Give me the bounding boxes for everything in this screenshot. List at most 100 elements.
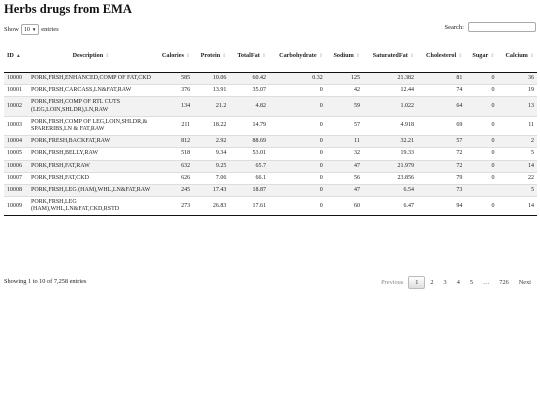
next-page-button[interactable]: Next: [514, 277, 536, 288]
column-header-protein[interactable]: Protein⇕: [193, 38, 229, 73]
cell-description: PORK,FRSH,FAT,CKD: [28, 172, 154, 184]
cell-cholesterol: 64: [417, 97, 465, 116]
table-row: 10008PORK,FRSH,LEG (HAM),WHL,LN&FAT,RAW2…: [4, 184, 537, 196]
cell-description: PORK,FRSH,COMP OF RTL CUTS (LEG,LOIN,SHL…: [28, 97, 154, 116]
cell-id: 10008: [4, 184, 28, 196]
sort-icon: ⇕: [222, 54, 226, 59]
cell-saturatedfat: 4.918: [363, 116, 417, 135]
cell-carbohydrate: 0: [269, 136, 326, 148]
cell-cholesterol: 69: [417, 116, 465, 135]
column-header-carbohydrate[interactable]: Carbohydrate⇕: [269, 38, 326, 73]
column-header-label: Carbohydrate: [279, 52, 316, 59]
sort-icon: ⇕: [356, 54, 360, 59]
cell-cholesterol: 57: [417, 136, 465, 148]
page-button-4[interactable]: 4: [452, 277, 465, 288]
sort-icon: ⇕: [530, 54, 534, 59]
column-header-label: Description: [73, 52, 104, 59]
cell-sugar: 0: [465, 97, 497, 116]
cell-id: 10006: [4, 160, 28, 172]
page-length-select[interactable]: 10 ▼: [21, 24, 39, 35]
cell-calories: 812: [154, 136, 193, 148]
cell-description: PORK,FRSH,FAT,RAW: [28, 160, 154, 172]
cell-id: 10009: [4, 197, 28, 216]
cell-cholesterol: 72: [417, 148, 465, 160]
column-header-totalfat[interactable]: TotalFat⇕: [229, 38, 269, 73]
search-input[interactable]: [468, 22, 536, 32]
column-header-sodium[interactable]: Sodium⇕: [326, 38, 363, 73]
table-row: 10007PORK,FRSH,FAT,CKD6267.0666.105623.8…: [4, 172, 537, 184]
column-header-label: Protein: [201, 52, 220, 59]
cell-saturatedfat: 1.022: [363, 97, 417, 116]
cell-cholesterol: 94: [417, 197, 465, 216]
table-body: 10000PORK,FRSH,ENHANCED,COMP OF FAT,CKD5…: [4, 73, 537, 216]
column-header-label: ID: [7, 52, 14, 59]
cell-sugar: 0: [465, 85, 497, 97]
column-header-calories[interactable]: Calories⇕: [154, 38, 193, 73]
data-table: ID▲Description⇕Calories⇕Protein⇕TotalFat…: [4, 38, 537, 216]
cell-calories: 626: [154, 172, 193, 184]
cell-cholesterol: 73: [417, 184, 465, 196]
column-header-description[interactable]: Description⇕: [28, 38, 154, 73]
cell-sodium: 56: [326, 172, 363, 184]
cell-saturatedfat: 21.382: [363, 73, 417, 85]
cell-sugar: 0: [465, 172, 497, 184]
table-row: 10004PORK,FRESH,BACKFAT,RAW8122.9288.690…: [4, 136, 537, 148]
cell-protein: 10.06: [193, 73, 229, 85]
page-button-3[interactable]: 3: [439, 277, 452, 288]
sort-icon: ⇕: [262, 54, 266, 59]
cell-description: PORK,FRSH,BELLY,RAW: [28, 148, 154, 160]
cell-saturatedfat: 32.21: [363, 136, 417, 148]
column-header-cholesterol[interactable]: Cholesterol⇕: [417, 38, 465, 73]
search-label: Search:: [445, 24, 465, 31]
column-header-id[interactable]: ID▲: [4, 38, 28, 73]
cell-sodium: 59: [326, 97, 363, 116]
cell-sugar: 0: [465, 148, 497, 160]
cell-sugar: 0: [465, 136, 497, 148]
table-footer: Showing 1 to 10 of 7,258 entries Previou…: [4, 276, 536, 290]
length-control: Show 10 ▼ entries: [4, 24, 59, 35]
cell-sodium: 42: [326, 85, 363, 97]
column-header-calcium[interactable]: Calcium⇕: [497, 38, 537, 73]
cell-calcium: 2: [497, 136, 537, 148]
pagination: Previous12345…726Next: [376, 276, 536, 289]
cell-id: 10000: [4, 73, 28, 85]
cell-totalfat: 14.79: [229, 116, 269, 135]
cell-calcium: 14: [497, 160, 537, 172]
cell-carbohydrate: 0: [269, 116, 326, 135]
page-button-1[interactable]: 1: [408, 276, 425, 289]
table-info: Showing 1 to 10 of 7,258 entries: [4, 278, 86, 285]
column-header-saturatedfat[interactable]: SaturatedFat⇕: [363, 38, 417, 73]
cell-description: PORK,FRSH,LEG (HAM),WHL,LN&FAT,CKD,RSTD: [28, 197, 154, 216]
length-suffix: entries: [41, 26, 58, 33]
cell-calcium: 11: [497, 116, 537, 135]
cell-calcium: 14: [497, 197, 537, 216]
cell-totalfat: 65.7: [229, 160, 269, 172]
page-title: Herbs drugs from EMA: [4, 2, 132, 17]
previous-page-button[interactable]: Previous: [376, 277, 408, 288]
cell-sodium: 32: [326, 148, 363, 160]
length-prefix: Show: [4, 26, 19, 33]
cell-calories: 245: [154, 184, 193, 196]
page-length-value: 10: [24, 27, 30, 33]
column-header-label: Cholesterol: [426, 52, 456, 59]
page-button-5[interactable]: 5: [465, 277, 478, 288]
column-header-label: Calories: [162, 52, 184, 59]
page-button-2[interactable]: 2: [425, 277, 438, 288]
cell-id: 10007: [4, 172, 28, 184]
cell-calcium: 13: [497, 97, 537, 116]
page-button-726[interactable]: 726: [494, 277, 513, 288]
sort-icon: ⇕: [186, 54, 190, 59]
cell-protein: 21.2: [193, 97, 229, 116]
cell-protein: 26.83: [193, 197, 229, 216]
cell-carbohydrate: 0: [269, 184, 326, 196]
cell-description: PORK,FRSH,COMP OF LEG,LOIN,SHLDR,& SPARE…: [28, 116, 154, 135]
cell-carbohydrate: 0.32: [269, 73, 326, 85]
sort-icon: ⇕: [410, 54, 414, 59]
table-row: 10009PORK,FRSH,LEG (HAM),WHL,LN&FAT,CKD,…: [4, 197, 537, 216]
column-header-sugar[interactable]: Sugar⇕: [465, 38, 497, 73]
column-header-label: Sugar: [472, 52, 488, 59]
table-row: 10002PORK,FRSH,COMP OF RTL CUTS (LEG,LOI…: [4, 97, 537, 116]
cell-saturatedfat: 12.44: [363, 85, 417, 97]
cell-totalfat: 17.61: [229, 197, 269, 216]
